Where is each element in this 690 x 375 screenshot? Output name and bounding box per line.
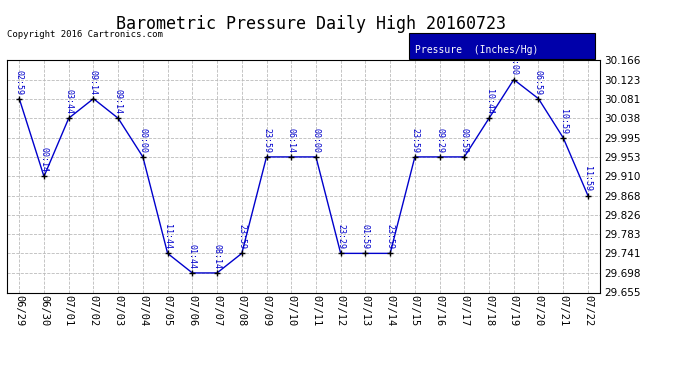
Text: 23:59: 23:59 [262,128,271,153]
Text: 08:14: 08:14 [213,244,221,269]
Text: 00:14: 00:14 [39,147,48,172]
Text: 06:59: 06:59 [534,69,543,94]
Text: 00:59: 00:59 [460,128,469,153]
Text: 10:44: 10:44 [484,89,493,114]
Text: 23:29: 23:29 [336,224,345,249]
Text: 23:59: 23:59 [386,224,395,249]
Text: 11:59: 11:59 [584,166,593,191]
Text: 00:00: 00:00 [139,128,148,153]
Text: 23:59: 23:59 [237,224,246,249]
Text: 11:44: 11:44 [163,224,172,249]
Text: Pressure  (Inches/Hg): Pressure (Inches/Hg) [415,45,539,55]
Text: 09:29: 09:29 [435,128,444,153]
Text: 23:59: 23:59 [411,128,420,153]
Text: 10:59: 10:59 [559,109,568,134]
Text: 00:00: 00:00 [311,128,320,153]
Text: 09:00: 09:00 [509,50,518,75]
Text: 01:44: 01:44 [188,244,197,269]
Text: 09:14: 09:14 [114,89,123,114]
Text: Copyright 2016 Cartronics.com: Copyright 2016 Cartronics.com [7,30,163,39]
Text: 06:14: 06:14 [287,128,296,153]
Text: 03:44: 03:44 [64,89,73,114]
Text: 01:59: 01:59 [361,224,370,249]
Text: 02:59: 02:59 [14,69,23,94]
Text: Barometric Pressure Daily High 20160723: Barometric Pressure Daily High 20160723 [115,15,506,33]
Text: 09:14: 09:14 [89,69,98,94]
